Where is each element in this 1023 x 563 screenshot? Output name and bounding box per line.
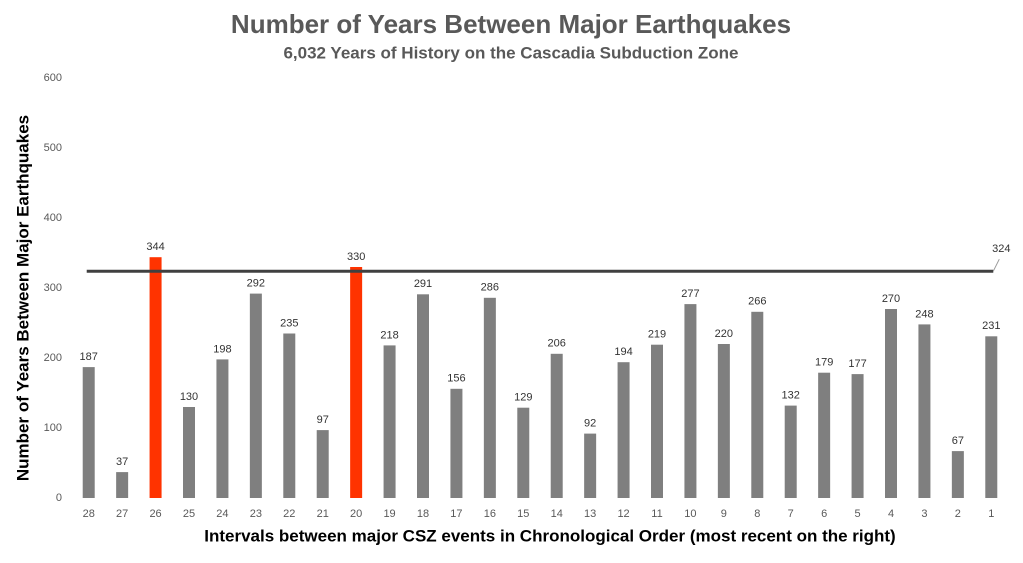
x-tick-label: 16 [484,508,496,520]
y-tick-label: 500 [44,142,62,154]
bar [584,433,597,498]
x-tick-label: 28 [83,508,95,520]
x-tick-label: 24 [216,508,228,520]
chart-subtitle: 6,032 Years of History on the Cascadia S… [283,43,738,62]
bar [82,367,95,498]
y-tick-label: 200 [44,352,62,364]
x-tick-label: 7 [788,508,794,520]
value-label: 344 [146,241,164,253]
value-label: 194 [614,346,632,358]
x-tick-label: 25 [183,508,195,520]
bar [283,333,296,498]
x-tick-label: 11 [651,508,662,520]
bar [417,294,429,498]
y-tick-label: 600 [44,72,62,84]
x-tick-label: 8 [754,508,760,520]
value-label: 198 [213,343,231,355]
bar [951,451,964,498]
y-tick-label: 0 [56,492,62,504]
bar [149,257,162,498]
value-label: 330 [347,251,365,263]
y-tick-label: 100 [44,422,62,434]
value-label: 129 [514,392,532,404]
bar [985,336,998,498]
value-label: 37 [116,456,128,468]
bar [183,407,195,498]
x-tick-label: 18 [417,508,429,520]
x-tick-label: 19 [383,508,395,520]
bar [784,405,797,498]
bar [450,388,463,498]
value-label: 187 [80,351,98,363]
x-tick-label: 5 [855,508,861,520]
value-label: 291 [414,278,432,290]
leader-line [992,258,1000,272]
x-axis-title: Intervals between major CSZ events in Ch… [204,526,895,545]
bar [717,344,730,498]
value-label: 177 [848,358,866,370]
x-tick-label: 14 [551,508,563,520]
x-tick-label: 20 [350,508,362,520]
x-tick-label: 10 [684,508,696,520]
value-label: 235 [280,317,298,329]
bar [617,362,630,498]
value-label: 286 [481,282,499,294]
x-tick-label: 2 [955,508,961,520]
x-tick-label: 23 [250,508,262,520]
value-label: 92 [584,418,596,430]
bar [116,472,129,498]
x-tick-label: 4 [888,508,894,520]
y-axis-title: Number of Years Between Major Earthquake… [13,115,32,481]
value-label: 206 [548,338,566,350]
x-tick-label: 22 [283,508,295,520]
bar [818,372,831,498]
value-label: 266 [748,296,766,308]
x-tick-label: 3 [921,508,927,520]
value-label: 97 [317,414,329,426]
x-tick-label: 6 [821,508,827,520]
bar [651,344,663,498]
x-tick-label: 15 [517,508,529,520]
bar [316,430,329,498]
value-label: 219 [648,329,666,341]
bar [918,324,931,498]
bar [350,267,363,498]
bar [216,359,229,498]
chart-title: Number of Years Between Major Earthquake… [231,9,791,39]
value-label: 130 [180,391,198,403]
value-label: 292 [247,278,265,290]
x-tick-label: 21 [317,508,329,520]
x-tick-label: 26 [149,508,161,520]
value-label: 218 [380,329,398,341]
bar [517,407,530,498]
x-tick-label: 9 [721,508,727,520]
bar [885,309,897,498]
bar [383,345,396,498]
y-tick-label: 400 [44,212,62,224]
value-label: 179 [815,357,833,369]
x-tick-label: 13 [584,508,596,520]
bar [851,374,864,498]
bar [550,353,563,498]
value-label: 67 [952,435,964,447]
value-label: 156 [447,373,465,385]
bar [751,311,764,498]
x-tick-label: 27 [116,508,128,520]
value-label: 277 [681,288,699,300]
x-tick-label: 12 [617,508,629,520]
value-label: 270 [882,293,900,305]
x-tick-label: 1 [988,508,994,520]
value-label: 132 [782,390,800,402]
x-tick-label: 17 [450,508,462,520]
value-label: 220 [715,328,733,340]
y-tick-label: 300 [44,282,62,294]
value-label: 248 [915,308,933,320]
bar [249,293,262,498]
value-label: 231 [982,320,1000,332]
bar [684,304,697,498]
reference-label: 324 [992,243,1010,255]
bar [483,297,496,498]
